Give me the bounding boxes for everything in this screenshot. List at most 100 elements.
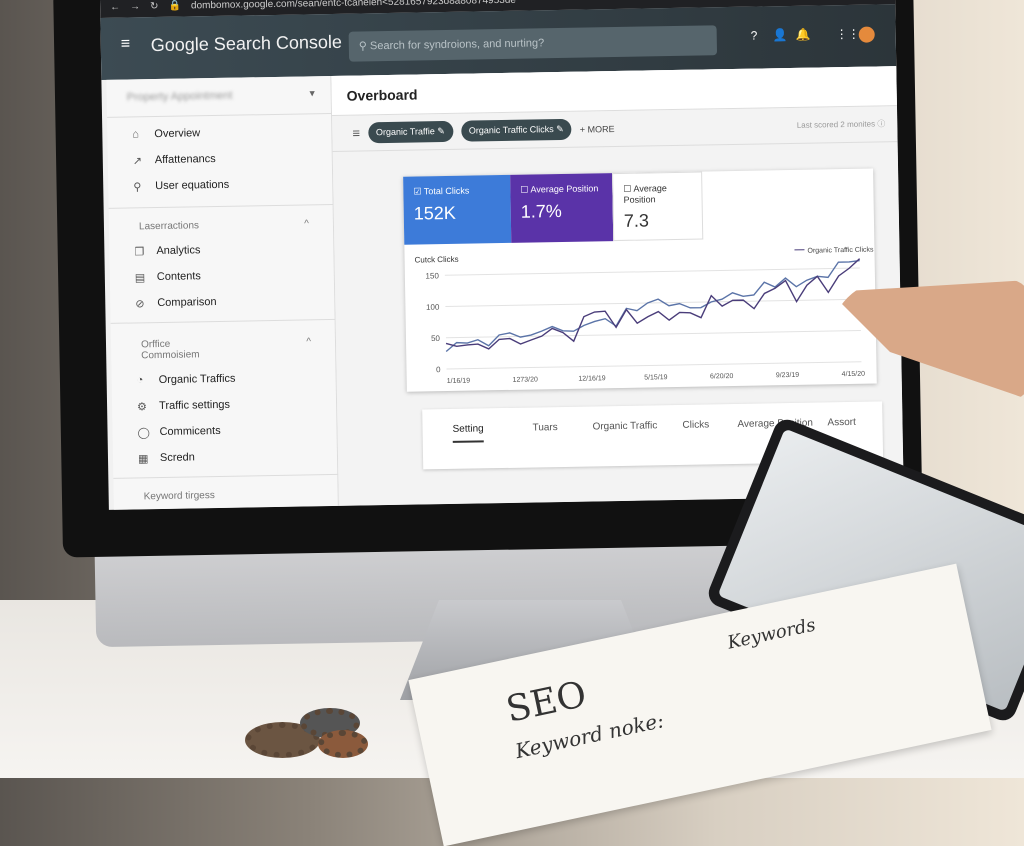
- help-icon[interactable]: ?: [751, 29, 758, 43]
- search-input[interactable]: ⚲ Search for syndroions, and nurting?: [349, 25, 717, 61]
- app-logo: Google Search Console: [151, 32, 342, 56]
- copy-icon: ❐: [134, 245, 156, 258]
- metric-total-clicks[interactable]: ☑ Total Clicks 152K: [403, 175, 511, 245]
- y-tick-label: 100: [426, 303, 440, 312]
- section-header[interactable]: Laserractions ^: [109, 208, 334, 239]
- metric-label: Total Clicks: [424, 186, 470, 197]
- section-title: Commoisiem: [141, 349, 200, 361]
- sidebar-item-commicents[interactable]: ◯Commicents: [112, 416, 337, 446]
- chevron-up-icon: ^: [306, 336, 311, 358]
- bell-icon[interactable]: 🔔: [796, 28, 811, 42]
- shield-icon: ◯: [137, 426, 159, 439]
- sidebar-item-user-equations[interactable]: ⚲User equations: [108, 170, 333, 200]
- y-tick-label: 150: [425, 271, 439, 280]
- checkbox-icon[interactable]: ☐: [623, 184, 633, 194]
- x-tick-label: 1273/20: [512, 376, 538, 383]
- sidebar-item-comparison[interactable]: ⊘Comparison: [110, 287, 335, 317]
- filter-icon[interactable]: ≡: [352, 125, 360, 140]
- legend-label: Organic Traffic Clicks: [807, 247, 874, 255]
- lock-icon: 🔒: [168, 1, 181, 12]
- x-tick-label: 12/16/19: [578, 375, 605, 382]
- last-scored-text: Last scored 2 monites ⓘ: [797, 118, 886, 131]
- metric-value: 152K: [414, 202, 501, 225]
- sidebar-item-label: Organic Traffics: [159, 373, 236, 386]
- nav-section-laserractions: Laserractions ^ ❐Analytics ▤Contents ⊘Com…: [109, 208, 336, 324]
- chevron-up-icon: ^: [304, 218, 309, 229]
- sidebar-item-label: Commicents: [159, 425, 220, 438]
- sidebar-item-label: Scredn: [160, 451, 195, 464]
- sidebar-item-scredn[interactable]: ▦Scredn: [113, 442, 338, 472]
- checkbox-icon[interactable]: ☐: [520, 185, 530, 195]
- x-tick-label: 6/20/20: [710, 373, 734, 380]
- edit-icon: ✎: [437, 126, 445, 136]
- sidebar-item-analytics[interactable]: ❐Analytics: [109, 235, 334, 265]
- apps-icon[interactable]: ⋮⋮: [836, 27, 860, 41]
- filter-chip-organic-traffie[interactable]: Organic Traffie ✎: [368, 121, 453, 143]
- property-name: Property Appointment: [127, 90, 233, 104]
- tab-setting[interactable]: Setting: [452, 423, 483, 443]
- calendar-icon: ▦: [138, 452, 160, 465]
- notebook-title: SEO: [503, 674, 590, 731]
- sidebar-item-organic-traffics[interactable]: ◔Organic Traffics: [111, 364, 336, 394]
- gear-icon: [318, 730, 368, 758]
- tab-tuars[interactable]: Tuars: [532, 422, 557, 433]
- sidebar: Property Appointment ▼ ⌂Overview ↗Affatt…: [106, 76, 338, 510]
- sidebar-item-label: Traffic settings: [159, 399, 230, 412]
- trending-icon: ↗: [133, 154, 155, 167]
- back-icon[interactable]: ←: [110, 2, 120, 13]
- more-button[interactable]: + MORE: [580, 124, 615, 135]
- search-icon: ⚲: [133, 180, 155, 193]
- metric-value: 1.7%: [521, 200, 603, 222]
- reload-icon[interactable]: ↻: [150, 1, 159, 12]
- sidebar-item-label: User equations: [155, 179, 229, 192]
- checkbox-checked-icon[interactable]: ☑: [413, 186, 424, 196]
- avatar[interactable]: [859, 26, 875, 42]
- tab-clicks[interactable]: Clicks: [682, 419, 709, 430]
- nav-top: ⌂Overview ↗Affattenancs ⚲User equations: [107, 118, 333, 209]
- chip-label: Organic Traffie: [376, 126, 435, 137]
- eye-off-icon: ⊘: [135, 297, 157, 310]
- x-tick-label: 1/16/19: [447, 378, 471, 385]
- y-tick-label: 50: [431, 334, 441, 343]
- notebook-line: Keywords: [726, 615, 818, 654]
- x-tick-label: 4/15/20: [842, 371, 866, 378]
- gauge-icon: ◔: [137, 374, 159, 386]
- help-icon[interactable]: ⓘ: [877, 119, 885, 128]
- performance-card: ☑ Total Clicks 152K ☐ Average Position 1.7…: [403, 169, 877, 392]
- chevron-down-icon: ▼: [308, 88, 317, 98]
- sidebar-item-contents[interactable]: ▤Contents: [110, 261, 335, 291]
- menu-icon[interactable]: ≡: [121, 35, 131, 53]
- sidebar-item-label: Comparison: [157, 296, 217, 309]
- section-title: Laserractions: [139, 220, 199, 232]
- series-line-1: [445, 259, 861, 350]
- property-selector[interactable]: Property Appointment ▼: [106, 76, 331, 118]
- tab-organic-traffic[interactable]: Organic Traffic: [592, 420, 657, 432]
- home-icon: ⌂: [132, 128, 154, 140]
- x-tick-label: 9/23/19: [776, 372, 800, 379]
- gridline: [445, 268, 860, 275]
- metric-label: Average Position: [530, 183, 598, 194]
- metric-average-position[interactable]: ☐ Average Position 1.7%: [510, 173, 613, 243]
- sidebar-item-overview[interactable]: ⌂Overview: [107, 118, 332, 148]
- url-field[interactable]: dombomox.google.com/sean/entc-tcanelen<5…: [191, 0, 516, 11]
- forward-icon[interactable]: →: [130, 1, 140, 12]
- sidebar-item-label: Affattenancs: [155, 153, 216, 166]
- tab-assort[interactable]: Assort: [827, 417, 856, 428]
- filter-chip-organic-traffic-clicks[interactable]: Organic Traffic Clicks ✎: [461, 119, 572, 142]
- sidebar-item-traffic-settings[interactable]: ⚙Traffic settings: [112, 390, 337, 420]
- metric-value: 7.3: [624, 210, 692, 232]
- users-icon[interactable]: 👤: [773, 28, 788, 42]
- section-title[interactable]: Keyword tirgess: [144, 490, 215, 502]
- more-label: MORE: [587, 124, 614, 134]
- y-tick-label: 0: [436, 365, 441, 374]
- gridline: [446, 331, 861, 338]
- settings-icon: ⚙: [137, 400, 159, 413]
- section-title: Orffice: [141, 339, 170, 351]
- sidebar-item-affattenancs[interactable]: ↗Affattenancs: [108, 144, 333, 174]
- search-placeholder: Search for syndroions, and nurting?: [370, 37, 544, 52]
- sidebar-item-label: Analytics: [156, 244, 200, 257]
